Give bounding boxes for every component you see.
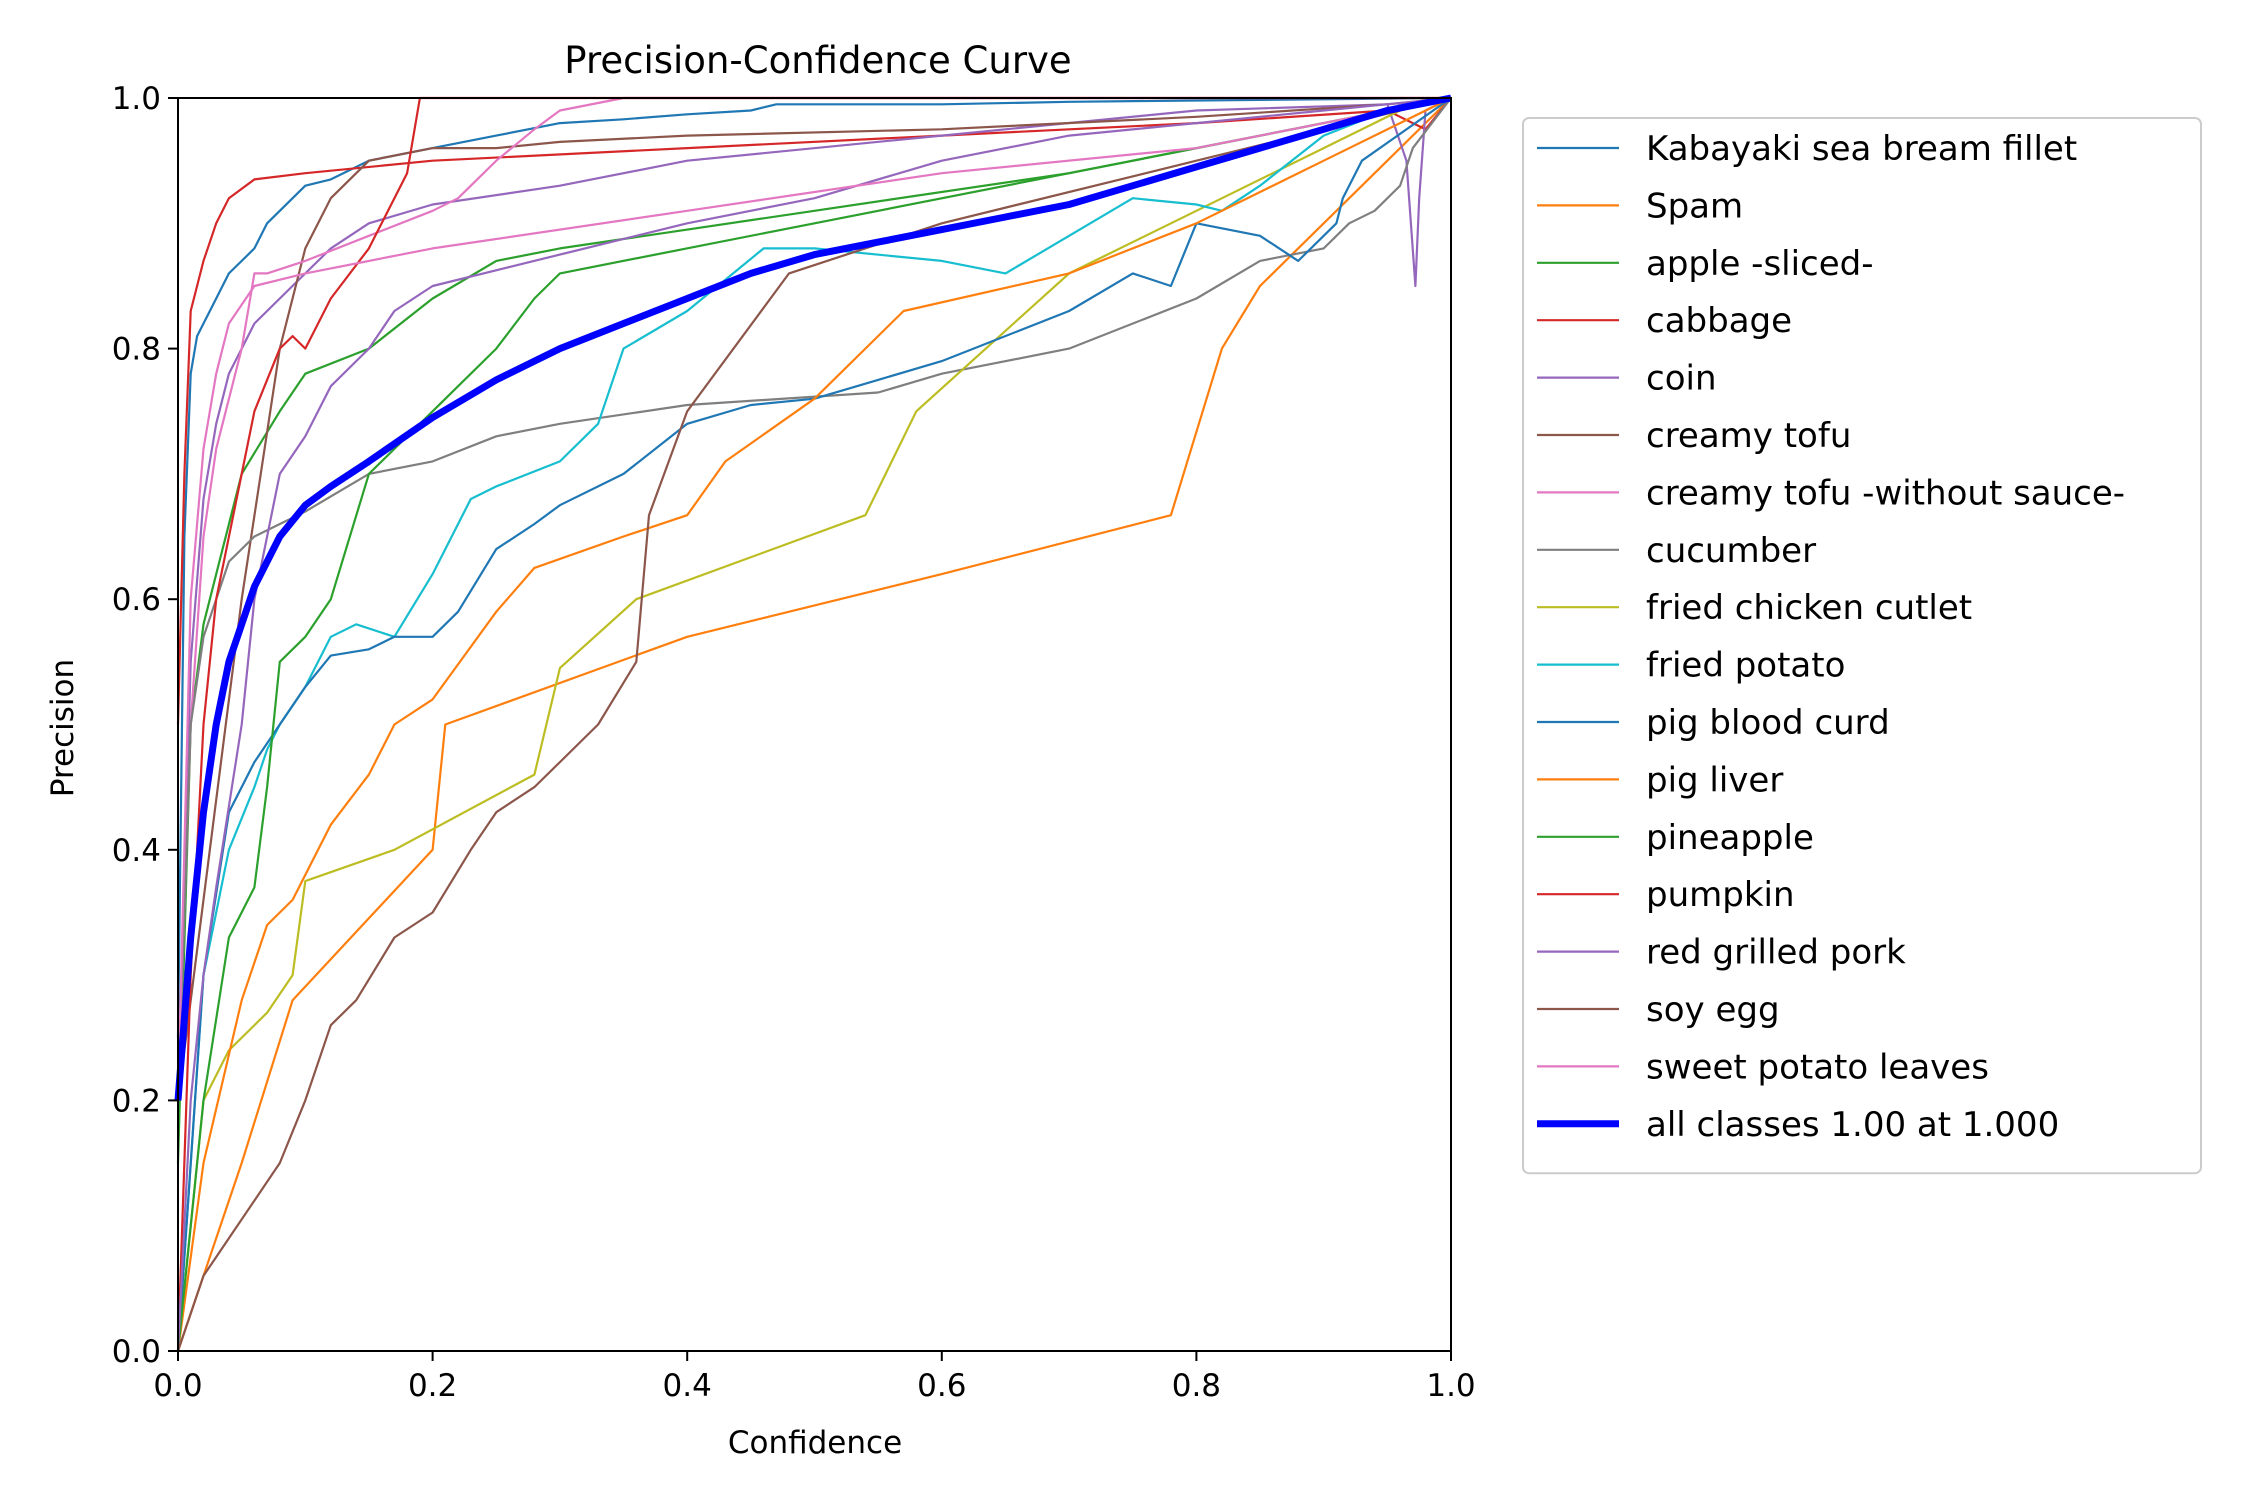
y-axis-ticks: 0.0 0.2 0.4 0.6 0.8 1.0 (112, 81, 178, 1370)
y-tick-label: 0.4 (112, 833, 161, 869)
legend-label-sweet-potato-leaves: sweet potato leaves (1646, 1047, 1989, 1087)
legend-label-pineapple: pineapple (1646, 818, 1814, 858)
legend-box (1522, 117, 2202, 1175)
x-axis-label: Confidence (728, 1425, 902, 1461)
legend-label-spam: Spam (1646, 186, 1743, 226)
chart-title: Precision-Confidence Curve (564, 39, 1071, 82)
legend: Kabayaki sea bream fillet Spam apple -slic… (1522, 117, 2202, 1175)
series-line-pig-liver (176, 97, 1452, 1352)
legend-label-kabayaki-sea-bream-fillet: Kabayaki sea bream fillet (1646, 129, 2077, 169)
legend-label-red-grilled-pork: red grilled pork (1646, 933, 1906, 973)
x-tick-label: 0.6 (917, 1368, 966, 1404)
legend-label-creamy-tofu: creamy tofu (1646, 416, 1851, 456)
series-line-fried-chicken-cutlet (176, 96, 1452, 1352)
y-tick-label: 0.6 (112, 582, 161, 618)
legend-label-fried-potato: fried potato (1646, 646, 1845, 686)
legend-label-pumpkin: pumpkin (1646, 875, 1795, 915)
x-axis-ticks: 0.0 0.2 0.4 0.6 0.8 1.0 (153, 1351, 1476, 1404)
plot-lines (174, 94, 1452, 1352)
series-line-creamy-tofu (176, 96, 1452, 1101)
y-tick-label: 0.8 (112, 332, 161, 368)
legend-label-pig-liver: pig liver (1646, 760, 1783, 800)
series-line-soy-egg (176, 96, 1452, 1352)
plot-frame (177, 97, 1452, 1352)
legend-label-all-classes-1-00-at-1-000: all classes 1.00 at 1.000 (1646, 1105, 2059, 1145)
legend-label-cucumber: cucumber (1646, 531, 1816, 571)
x-tick-label: 0.8 (1172, 1368, 1221, 1404)
series-line-fried-potato (176, 96, 1452, 1352)
series-line-pineapple (176, 96, 1452, 1352)
series-line-cabbage (176, 97, 1452, 725)
y-tick-label: 1.0 (112, 81, 161, 117)
series-line-red-grilled-pork (176, 96, 1452, 1352)
y-axis-label: Precision (45, 659, 81, 797)
y-tick-label: 0.0 (112, 1334, 161, 1370)
series-line-sweet-potato-leaves (176, 96, 1452, 1101)
x-tick-label: 1.0 (1426, 1368, 1475, 1404)
series-line-kabayaki-sea-bream-fillet (176, 96, 1452, 1038)
series-line-spam (176, 97, 1452, 1352)
series-line-pig-blood-curd (176, 97, 1452, 1352)
legend-label-coin: coin (1646, 359, 1717, 399)
legend-label-soy-egg: soy egg (1646, 990, 1780, 1030)
legend-label-fried-chicken-cutlet: fried chicken cutlet (1646, 588, 1972, 628)
x-tick-label: 0.4 (663, 1368, 712, 1404)
legend-label-apple-sliced: apple -sliced- (1646, 244, 1874, 284)
series-line-pumpkin (176, 96, 1451, 1352)
legend-label-pig-blood-curd: pig blood curd (1646, 703, 1890, 743)
y-tick-label: 0.2 (112, 1083, 161, 1119)
series-line-coin (176, 97, 1452, 1101)
legend-label-creamy-tofu-without-sauce: creamy tofu -without sauce- (1646, 473, 2125, 513)
x-tick-label: 0.0 (153, 1368, 202, 1404)
series-line-cucumber (176, 97, 1452, 1101)
x-tick-label: 0.2 (408, 1368, 457, 1404)
series-line-all-classes-1-00-at-1-000 (174, 94, 1452, 1101)
legend-label-cabbage: cabbage (1646, 301, 1792, 341)
series-line-creamy-tofu-without-sauce (176, 96, 1451, 1101)
